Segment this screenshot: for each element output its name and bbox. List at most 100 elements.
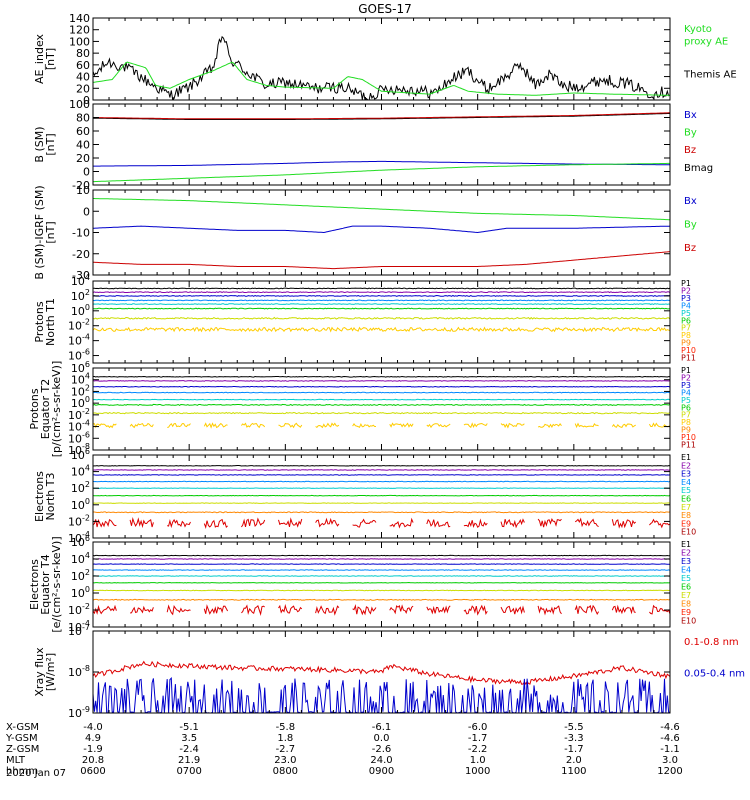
e_t3-series-1	[93, 469, 670, 471]
ae-ytick-label: 40	[76, 71, 90, 84]
p_t2-series-4	[93, 398, 670, 401]
p_t1-ytick-label: 10-2	[68, 318, 90, 333]
bsm-ytick-label: 0	[83, 166, 90, 179]
ephem-value: -2.7	[276, 744, 296, 755]
bsm-series-2	[93, 160, 670, 167]
e_t4-legend-7: E8	[681, 600, 691, 609]
ephem-value: -1.7	[564, 744, 584, 755]
e_t3-ytick-label: 104	[71, 464, 90, 479]
e_t3-legend-5: E6	[681, 495, 691, 504]
bigrf-legend-2: Bz	[684, 243, 696, 254]
ephem-value: 20.8	[82, 755, 104, 766]
e_t3-ytick-label: 10-4	[68, 530, 90, 545]
p_t1-legend-4: P5	[681, 309, 691, 318]
ae-ylabel: AE_index	[33, 33, 46, 84]
ephem-value: -1.9	[83, 744, 103, 755]
e_t4-ytick-label: 104	[71, 551, 90, 566]
ephem-label: MLT	[6, 755, 26, 766]
p_t1-ytick-label: 100	[71, 303, 90, 318]
p_t2-ytick-label: 100	[71, 395, 90, 410]
p_t2-ytick-label: 10-6	[68, 430, 90, 445]
p_t1-series-0	[93, 287, 670, 290]
p_t2-ytick-label: 10-4	[68, 419, 90, 434]
e_t4-series-2	[93, 563, 670, 565]
e_t4-series-5	[93, 581, 670, 584]
bsm-ylabel: [nT]	[44, 133, 57, 155]
ephem-value: -4.6	[660, 733, 680, 744]
ephem-value: -2.2	[468, 744, 488, 755]
ephem-value: -4.6	[660, 722, 680, 733]
e_t3-legend-1: E2	[681, 461, 691, 470]
ae-ytick-label: 120	[69, 24, 90, 37]
ephem-value: 0600	[80, 766, 105, 777]
ephem-value: 0700	[176, 766, 201, 777]
e_t4-legend-9: E10	[681, 617, 696, 626]
p_t1-series-5	[93, 307, 670, 310]
ephem-value: 3.5	[181, 733, 197, 744]
xray-series-0	[93, 660, 670, 686]
ephem-value: 1.8	[277, 733, 293, 744]
bigrf-series-1	[93, 225, 670, 234]
e_t4-legend-0: E1	[681, 540, 691, 549]
p_t2-series-3	[93, 391, 670, 394]
p_t1-legend-0: P1	[681, 279, 691, 288]
xray-ytick-label: 10-8	[68, 664, 90, 679]
p_t1-series-4	[93, 303, 670, 306]
p_t1-legend-3: P4	[681, 301, 691, 310]
panel-bigrf: -30 -20 -10 0 10 B (SM)-IGRF (SM)[nT] Bx By Bz	[33, 184, 697, 282]
ephem-value: -6.0	[468, 722, 488, 733]
p_t1-series-2	[93, 294, 670, 297]
ephem-value: 2.0	[566, 755, 582, 766]
e_t4-legend-6: E7	[681, 591, 691, 600]
e_t3-legend-2: E3	[681, 470, 691, 479]
bsm-ytick-label: 40	[76, 139, 90, 152]
ephem-value: 0800	[273, 766, 298, 777]
ephem-label: hhmm	[6, 766, 38, 777]
ae-ytick-label: 100	[69, 35, 90, 48]
bigrf-series-2	[93, 251, 670, 270]
ae-ytick-label: 20	[76, 82, 90, 95]
bsm-legend-2: Bz	[684, 145, 696, 156]
ae-series-0	[93, 35, 670, 100]
e_t4-legend-1: E2	[681, 549, 691, 558]
e_t4-ytick-label: 10-4	[68, 619, 90, 634]
p_t2-legend-0: P1	[681, 366, 691, 375]
bsm-ytick-label: 20	[76, 152, 90, 165]
p_t2-legend-10: P11	[681, 441, 696, 450]
e_t3-legend-8: E9	[681, 519, 691, 528]
bsm-ytick-label: 80	[76, 112, 90, 125]
ephem-value: -2.4	[179, 744, 199, 755]
e_t4-legend-2: E3	[681, 557, 691, 566]
p_t1-series-6	[93, 316, 670, 320]
p_t1-legend-6: P7	[681, 324, 691, 333]
ae-ytick-label: 80	[76, 47, 90, 60]
xray-legend-1: 0.05-0.4 nm	[684, 669, 745, 680]
e_t3-ytick-label: 102	[71, 480, 90, 495]
p_t1-series-3	[93, 299, 670, 302]
panels: 020406080100120140AE_index[nT]Kyotoproxy…	[28, 12, 745, 720]
bigrf-ytick-label: 0	[83, 205, 90, 218]
panel-xray: 10-7 10-8 10-9 Xray flux[W/m²] 0.1-0.8 nm 0.0…	[33, 623, 745, 720]
e_t4-series-4	[93, 575, 670, 577]
bsm-ytick-label: 60	[76, 125, 90, 138]
p_t2-series-7	[93, 422, 670, 429]
e_t3-legend-3: E4	[681, 478, 691, 487]
p_t2-series-0	[93, 375, 670, 378]
p_t2-legend-9: P10	[681, 433, 696, 442]
ephem-value: 23.0	[274, 755, 296, 766]
e_t4-legend-8: E9	[681, 608, 691, 617]
e_t3-series-5	[93, 494, 670, 497]
p_t2-ytick-label: 10-8	[68, 442, 90, 457]
p_t2-ylabel: [p/(cm²-s-sr-keV)]	[50, 361, 63, 458]
bsm-ylabel: B (SM)	[33, 126, 46, 162]
e_t3-series-0	[93, 464, 670, 467]
bsm-ytick-label: 100	[69, 98, 90, 111]
e_t4-series-6	[93, 589, 670, 592]
bigrf-ytick-label: -20	[72, 248, 90, 261]
bigrf-ytick-label: -30	[72, 269, 90, 282]
xray-ylabel: Xray flux	[33, 647, 46, 697]
